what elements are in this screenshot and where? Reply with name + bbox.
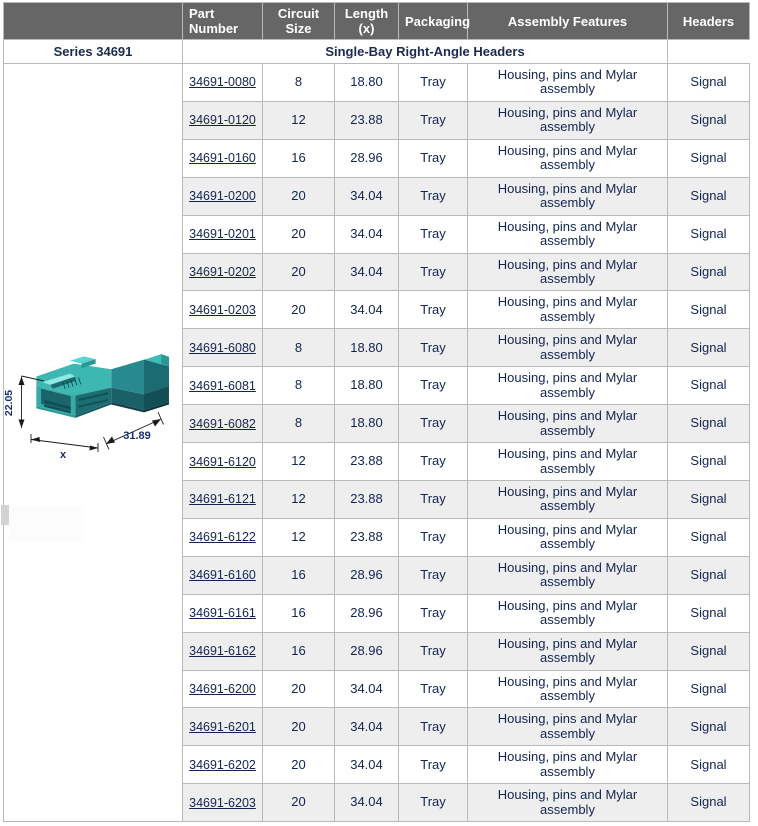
svg-text:x: x [60,449,67,461]
svg-text:22.05: 22.05 [3,390,15,416]
svg-text:31.89: 31.89 [123,430,151,442]
